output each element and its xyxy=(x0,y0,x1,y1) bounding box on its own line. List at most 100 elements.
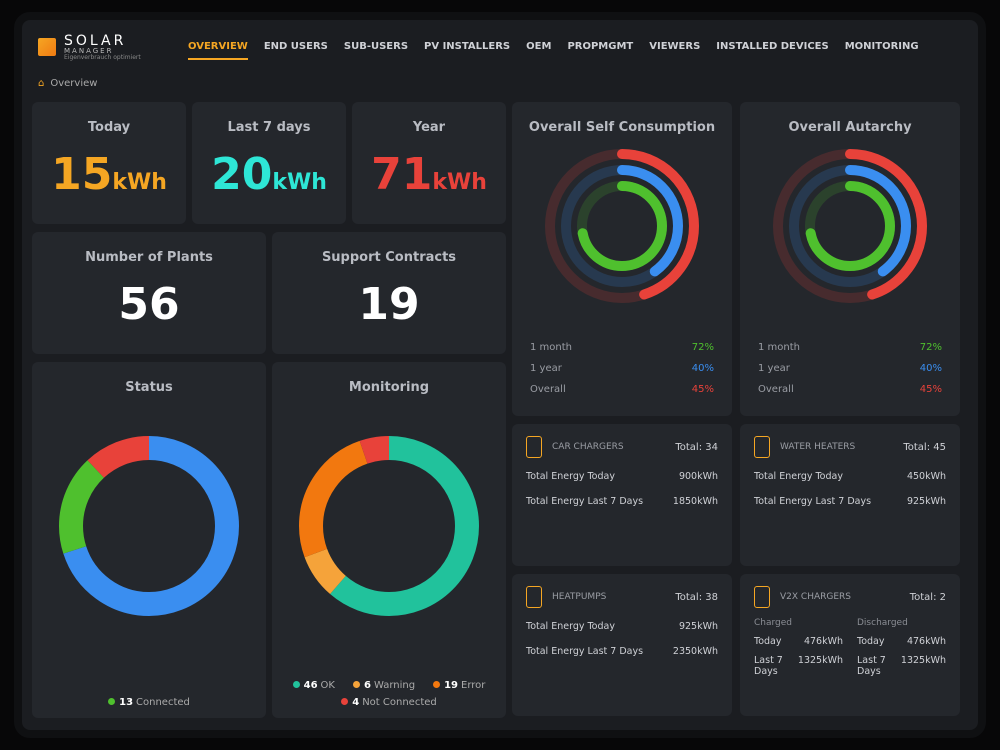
ring-value: 72% xyxy=(919,342,942,353)
brand-tagline: Eigenverbrauch optimiert xyxy=(64,53,141,61)
ring-title: Overall Autarchy xyxy=(788,120,912,135)
ring-legend: 1 month 72% 1 year 40% Overall 45% xyxy=(758,337,942,400)
donut-segment xyxy=(59,436,239,616)
v2x-row: Last 7 Days 1325kWh xyxy=(754,651,843,681)
energy-number: 15 xyxy=(51,149,113,200)
device-row-value: 1850kWh xyxy=(672,496,718,507)
legend-item: 13 Connected xyxy=(108,697,190,708)
nav-item[interactable]: MONITORING xyxy=(844,40,919,52)
stat-label: Support Contracts xyxy=(321,250,457,265)
ring-legend: 1 month 72% 1 year 40% Overall 45% xyxy=(530,337,714,400)
donut-card: Monitoring 46 OK 6 Warning 19 Error 4 Not Connec… xyxy=(272,362,506,718)
legend-label: Not Connected xyxy=(362,697,437,708)
device-row: Total Energy Last 7 Days 2350kWh xyxy=(512,639,732,664)
device-row-value: 900kWh xyxy=(678,471,718,482)
v2x-row: Today 476kWh xyxy=(754,632,843,651)
v2x-row-value: 476kWh xyxy=(906,636,946,647)
device-header: HEATPUMPS Total: 38 xyxy=(512,574,732,614)
legend-dot xyxy=(292,681,300,688)
device-row-label: Total Energy Today xyxy=(754,471,843,482)
nav-item[interactable]: END USERS xyxy=(263,40,328,52)
logo-icon xyxy=(38,38,56,56)
energy-card: Last 7 days 20kWh xyxy=(192,102,346,224)
device-icon xyxy=(754,586,770,608)
legend-label: Error xyxy=(461,680,486,691)
device-row-label: Total Energy Last 7 Days xyxy=(754,496,872,507)
nav-item[interactable]: PROPMGMT xyxy=(567,40,634,52)
ring-label: 1 year xyxy=(758,363,790,374)
device-card: HEATPUMPS Total: 38 Total Energy Today 925k… xyxy=(512,574,732,716)
legend-count: 19 xyxy=(444,680,458,691)
v2x-row: Today 476kWh xyxy=(857,632,946,651)
device-row-value: 450kWh xyxy=(906,471,946,482)
ring-legend-row: Overall 45% xyxy=(530,379,714,400)
legend-label: Warning xyxy=(373,680,416,691)
device-title: HEATPUMPS xyxy=(552,592,607,602)
nav: OVERVIEW END USERS SUB-USERS PV INSTALLERS O… xyxy=(188,35,919,60)
ring-arc xyxy=(789,165,911,287)
v2x-row-value: 1325kWh xyxy=(797,655,843,666)
donut-chart xyxy=(59,436,239,616)
v2x-groups: Charged Today 476kWh Last 7 Days 1325kWh Disc… xyxy=(740,614,960,685)
energy-unit: kWh xyxy=(112,170,167,195)
device-row-label: Total Energy Last 7 Days xyxy=(526,646,644,657)
device-total: Total: 45 xyxy=(903,441,946,453)
ring-label: Overall xyxy=(758,384,794,395)
donut-card: Status 13 Connected xyxy=(32,362,266,718)
device-total: Total: 38 xyxy=(675,591,718,603)
legend-item: 6 Warning xyxy=(352,680,416,691)
device-total: Total: 2 xyxy=(909,591,946,603)
v2x-row: Last 7 Days 1325kWh xyxy=(857,651,946,681)
ring-value: 72% xyxy=(691,342,714,353)
device-card: CAR CHARGERS Total: 34 Total Energy Today 9… xyxy=(512,424,732,566)
ring-value: 40% xyxy=(691,363,714,374)
legend-count: 4 xyxy=(352,697,360,708)
legend: 13 Connected xyxy=(32,697,266,708)
breadcrumb: ⌂ Overview xyxy=(38,78,97,89)
energy-label: Today xyxy=(87,120,131,135)
v2x-row-value: 476kWh xyxy=(803,636,843,647)
stat-card: Support Contracts 19 xyxy=(272,232,506,354)
ring-legend-row: 1 year 40% xyxy=(530,358,714,379)
nav-item[interactable]: INSTALLED DEVICES xyxy=(716,40,829,52)
v2x-group-label: Charged xyxy=(754,618,793,628)
energy-value: 15kWh xyxy=(32,149,186,200)
device-row-value: 925kWh xyxy=(906,496,946,507)
energy-unit: kWh xyxy=(432,170,487,195)
legend-dot xyxy=(108,698,116,705)
ring-arc xyxy=(545,149,699,303)
legend: 46 OK 6 Warning 19 Error 4 Not Connected xyxy=(272,680,506,708)
ring-title: Overall Self Consumption xyxy=(528,120,716,135)
ring-arc xyxy=(805,181,895,271)
nav-item[interactable]: PV INSTALLERS xyxy=(424,40,511,52)
nav-item[interactable]: OEM xyxy=(526,40,552,52)
v2x-row-label: Last 7 Days xyxy=(857,655,886,677)
v2x-row-label: Today xyxy=(857,636,885,647)
device-card: V2X CHARGERS Total: 2 Charged Today 476kWh La… xyxy=(740,574,960,716)
device-row-label: Total Energy Last 7 Days xyxy=(526,496,644,507)
ring-arc xyxy=(773,149,927,303)
breadcrumb-text: Overview xyxy=(50,78,98,89)
ring-label: 1 month xyxy=(530,342,572,353)
stat-label: Number of Plants xyxy=(85,250,213,265)
ring-arc xyxy=(577,181,667,271)
ring-label: Overall xyxy=(530,384,566,395)
energy-card: Today 15kWh xyxy=(32,102,186,224)
dashboard: SOLAR MANAGER Eigenverbrauch optimiert O… xyxy=(14,12,986,738)
v2x-group: Charged Today 476kWh Last 7 Days 1325kWh xyxy=(754,618,843,681)
nav-item[interactable]: SUB-USERS xyxy=(343,40,409,52)
legend-label: OK xyxy=(320,680,335,691)
nav-item[interactable]: OVERVIEW xyxy=(188,35,248,60)
nav-item[interactable]: VIEWERS xyxy=(649,40,701,52)
device-header: CAR CHARGERS Total: 34 xyxy=(512,424,732,464)
device-icon xyxy=(526,586,542,608)
energy-value: 20kWh xyxy=(192,149,346,200)
home-icon[interactable]: ⌂ xyxy=(38,78,45,89)
legend-dot xyxy=(433,681,441,688)
donut-segment xyxy=(59,436,239,616)
donut-chart xyxy=(299,436,479,616)
v2x-row-value: 1325kWh xyxy=(900,655,946,666)
v2x-row-label: Last 7 Days xyxy=(754,655,783,677)
brand-name: SOLAR xyxy=(64,32,127,49)
